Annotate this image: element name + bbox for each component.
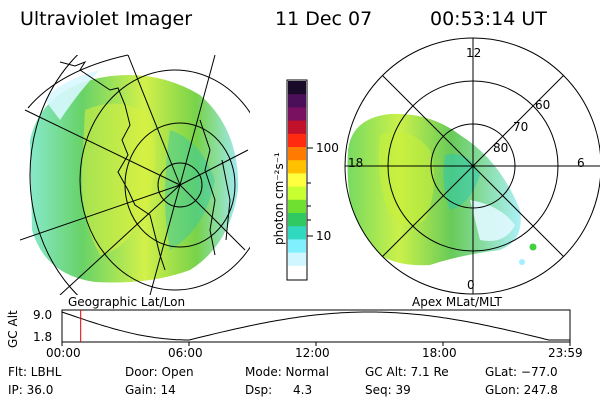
colorbar-segment	[288, 265, 306, 280]
alt-xtick-2: 12:00	[295, 346, 330, 360]
colorbar-segment	[288, 147, 306, 161]
info-ip: IP: 36.0	[8, 383, 54, 397]
colorbar-unit-label: photon cm⁻²s⁻¹	[272, 152, 286, 245]
alt-ytick-bottom: 1.8	[33, 330, 53, 344]
info-flt: Flt: LBHL	[8, 365, 62, 379]
app-title: Ultraviolet Imager	[20, 8, 193, 30]
alt-xtick-4: 23:59	[548, 346, 583, 360]
colorbar-segment	[288, 226, 306, 240]
colorbar-segment	[288, 120, 306, 135]
info-mode: Mode: Normal	[245, 365, 329, 379]
info-dsp-value: 4.3	[293, 383, 313, 397]
info-gain: Gain: 14	[125, 383, 176, 397]
mlat-label-70: 70	[513, 120, 529, 134]
colorbar	[286, 79, 313, 281]
altitude-plot	[61, 309, 571, 346]
aurora-emission-polar	[347, 113, 521, 266]
info-seq: Seq: 39	[365, 383, 411, 397]
mlat-label-80: 80	[493, 141, 509, 155]
alt-ytick-top: 9.0	[33, 308, 53, 322]
info-door: Door: Open	[125, 365, 194, 379]
colorbar-segment	[288, 94, 306, 108]
date-label: 11 Dec 07	[275, 8, 373, 30]
colorbar-segment	[288, 173, 306, 188]
colorbar-segment	[288, 133, 306, 148]
colorbar-segment	[288, 160, 306, 174]
info-glon: GLon: 247.8	[485, 383, 558, 397]
colorbar-segment	[288, 186, 306, 201]
info-gc-alt: GC Alt: 7.1 Re	[365, 365, 449, 379]
mlat-label-60: 60	[535, 98, 551, 112]
colorbar-segment	[288, 252, 306, 267]
info-glat: GLat: −77.0	[485, 365, 558, 379]
colorbar-tick-10: 10	[316, 229, 332, 243]
colorbar-segment	[288, 107, 306, 122]
colorbar-segment	[288, 239, 306, 254]
colorbar-segment	[288, 81, 306, 95]
left-panel-caption: Geographic Lat/Lon	[68, 295, 186, 309]
time-label: 00:53:14 UT	[430, 8, 547, 30]
colorbar-segment	[288, 199, 306, 214]
alt-plot-ylabel: GC Alt	[6, 310, 20, 348]
mlt-label-18: 18	[348, 156, 364, 170]
polar-plot	[344, 37, 600, 295]
alt-xtick-3: 18:00	[422, 346, 457, 360]
colorbar-segment	[288, 213, 306, 227]
alt-xtick-0: 00:00	[46, 346, 81, 360]
mlt-label-0: 0	[467, 278, 475, 292]
colorbar-tick-100: 100	[316, 141, 339, 155]
coastline	[59, 60, 166, 271]
info-dsp-label: Dsp:	[245, 383, 273, 397]
alt-xtick-1: 06:00	[168, 346, 203, 360]
geographic-map	[20, 55, 250, 295]
right-panel-caption: Apex MLat/MLT	[412, 295, 502, 309]
altitude-curve	[61, 311, 570, 341]
mlt-label-12: 12	[466, 46, 482, 60]
mlt-label-6: 6	[577, 156, 585, 170]
